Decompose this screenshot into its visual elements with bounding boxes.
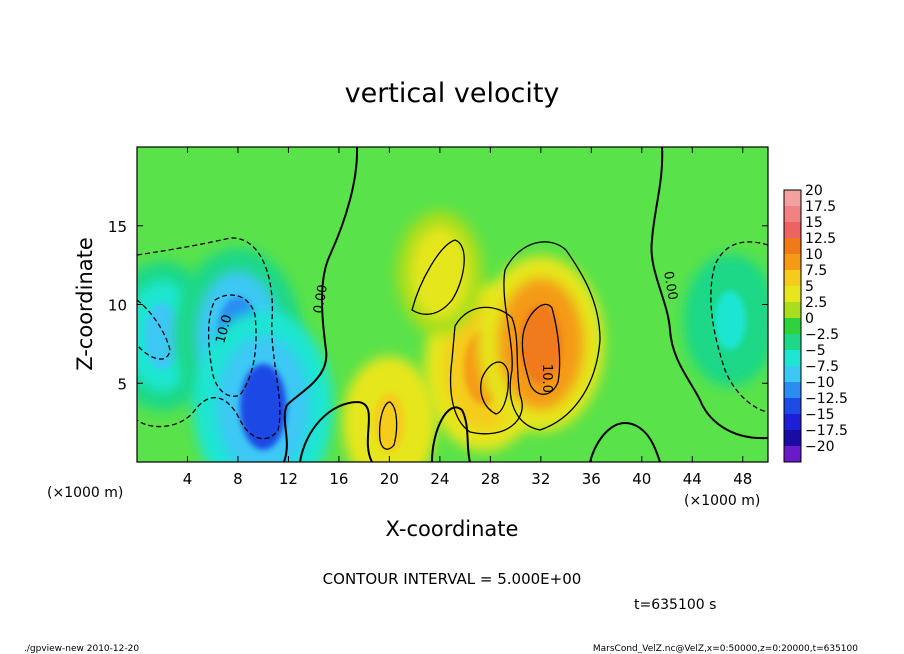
contour-neg-left-inner — [137, 299, 171, 360]
contour-label-10-left: 10.0 — [213, 313, 235, 345]
colorbar-label: 10 — [805, 247, 823, 263]
x-tick-label: 40 — [632, 470, 651, 488]
contour-5-right-updraft — [503, 241, 601, 431]
x-tick-label: 8 — [233, 470, 243, 488]
colorbar-swatch — [784, 206, 801, 223]
colorbar-swatch — [784, 286, 801, 303]
y-tick-label: 10 — [108, 297, 127, 315]
zero-contour-bottom2 — [431, 406, 471, 462]
contour-neg-mid — [207, 294, 257, 397]
colorbar-swatch — [784, 302, 801, 319]
x-tick-label: 12 — [279, 470, 298, 488]
zero-contour-right — [650, 147, 768, 440]
contour-neg-right — [710, 241, 768, 413]
x-unit-left: (×1000 m) — [47, 485, 123, 501]
x-axis: 4 8 12 16 20 24 28 32 36 40 44 48 — [183, 147, 752, 488]
colorbar-swatch — [784, 382, 801, 399]
x-tick-label: 24 — [430, 470, 449, 488]
contour-5-left-updraft — [449, 306, 523, 435]
colorbar-swatch — [784, 334, 801, 351]
field-core-updraft — [519, 304, 562, 383]
colorbar-label: 12.5 — [805, 231, 836, 247]
y-axis: 5 10 15 — [108, 218, 768, 393]
field-core-updraft — [425, 245, 455, 301]
colorbar-swatch — [784, 446, 801, 463]
contour-neg-left — [137, 237, 281, 440]
zero-contour-bottom — [299, 400, 373, 462]
colorbar-label: −20 — [805, 439, 835, 455]
field-core-downdraft — [239, 363, 287, 450]
x-tick-label: 28 — [481, 470, 500, 488]
contour-10-right-updraft — [521, 303, 561, 395]
colorbar-label: 2.5 — [805, 295, 827, 311]
colorbar-label: −10 — [805, 375, 835, 391]
contour-10-left-updraft — [480, 361, 510, 415]
contour-label-zero-1: 0.00 — [311, 284, 331, 315]
contour-label-10-right: 10.0 — [539, 364, 554, 393]
contour-lines — [137, 147, 768, 462]
colorbar-label: 7.5 — [805, 263, 827, 279]
colorbar-label: −17.5 — [805, 423, 848, 439]
colorbar: 2017.51512.5107.552.50−2.5−5−7.5−10−12.5… — [783, 183, 848, 463]
colorbar-swatch — [784, 238, 801, 255]
colorbar-label: −15 — [805, 407, 835, 423]
colorbar-swatch — [784, 318, 801, 335]
zero-contour-left — [283, 147, 359, 462]
y-tick-label: 15 — [108, 218, 127, 236]
colorbar-swatch — [784, 190, 801, 207]
x-unit-right: (×1000 m) — [684, 493, 760, 509]
colorbar-swatch — [784, 270, 801, 287]
x-tick-label: 44 — [683, 470, 702, 488]
colorbar-swatch — [784, 398, 801, 415]
colorbar-swatch — [784, 430, 801, 447]
y-tick-label: 5 — [117, 375, 127, 393]
colorbar-label: 5 — [805, 279, 814, 295]
colorbar-swatch — [784, 222, 801, 239]
chart-title: vertical velocity — [345, 78, 560, 109]
contour-5-small — [378, 401, 398, 450]
y-axis-label: Z-coordinate — [73, 237, 97, 371]
colorbar-label: 0 — [805, 311, 814, 327]
x-tick-label: 32 — [531, 470, 550, 488]
colorbar-label: 20 — [805, 183, 823, 199]
colorbar-swatch — [784, 350, 801, 367]
field-core-updraft — [373, 393, 405, 453]
colorbar-label: −5 — [805, 343, 826, 359]
colorbar-swatch — [784, 366, 801, 383]
x-axis-label: X-coordinate — [386, 517, 519, 541]
colorbar-label: 15 — [805, 215, 823, 231]
colorbar-frame — [783, 189, 802, 463]
field-core-downdraft — [714, 290, 746, 350]
colorbar-label: −12.5 — [805, 391, 848, 407]
footer-right: MarsCond_VelZ.nc@VelZ,x=0:50000,z=0:2000… — [593, 644, 858, 654]
x-tick-label: 16 — [329, 470, 348, 488]
contour-5-upper — [411, 239, 465, 315]
x-tick-label: 48 — [733, 470, 752, 488]
field-core-downdraft — [144, 302, 181, 370]
footer-left: ./gpview-new 2010-12-20 — [24, 644, 139, 654]
x-tick-label: 36 — [582, 470, 601, 488]
x-tick-label: 20 — [380, 470, 399, 488]
time-label: t=635100 s — [634, 597, 716, 613]
plot-area: 0.00 10.0 10.0 0.00 — [137, 147, 768, 462]
zero-contour-bottom3 — [589, 422, 661, 462]
contour-label-zero-2: 0.00 — [660, 270, 680, 301]
contour-interval: CONTOUR INTERVAL = 5.000E+00 — [323, 570, 582, 588]
x-tick-label: 4 — [183, 470, 193, 488]
colorbar-label: −7.5 — [805, 359, 839, 375]
colorbar-label: 17.5 — [805, 199, 836, 215]
colorbar-swatch — [784, 254, 801, 271]
colorbar-swatch — [784, 414, 801, 431]
colorbar-label: −2.5 — [805, 327, 839, 343]
